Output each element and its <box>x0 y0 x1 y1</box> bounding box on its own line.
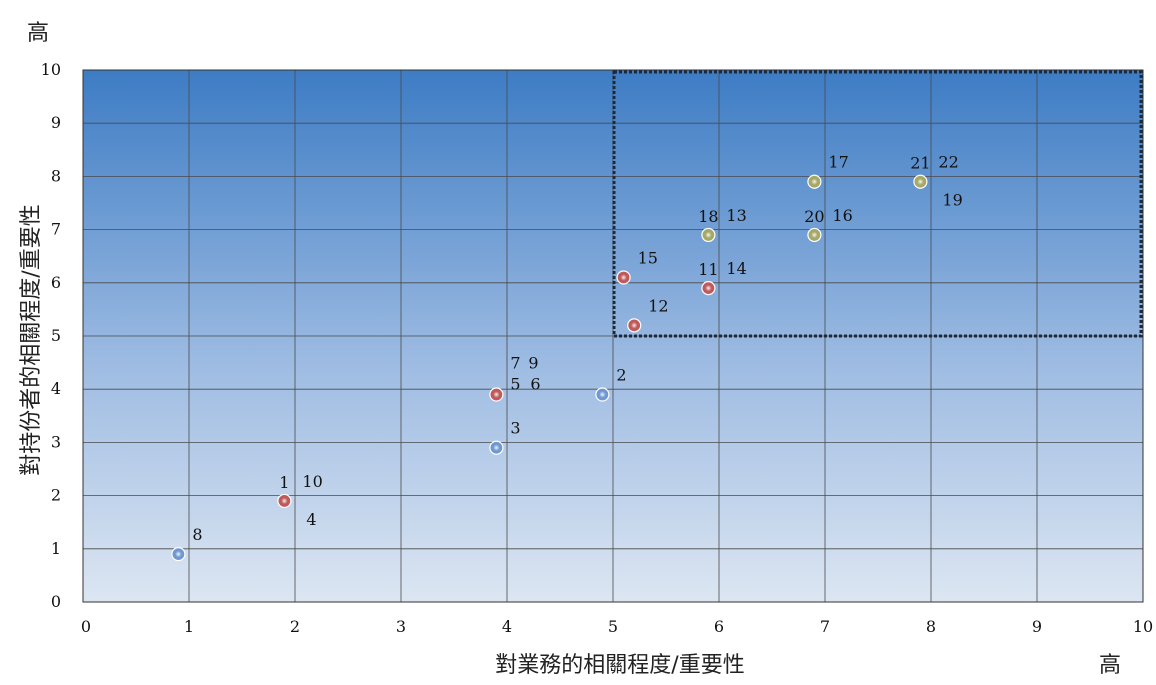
y-axis-high-label: 高 <box>27 21 49 46</box>
y-tick-label: 10 <box>41 60 61 79</box>
data-point: 7 95 6 <box>489 354 541 402</box>
point-label: 5 <box>510 375 520 394</box>
point-label: 6 <box>530 375 540 394</box>
x-tick-label: 0 <box>81 617 91 636</box>
data-point: 8 <box>171 525 203 562</box>
point-highlight <box>705 284 712 292</box>
y-axis-label: 對持份者的相關程度/重要性 <box>19 204 44 475</box>
point-highlight <box>493 391 500 398</box>
point-label: 2 <box>616 366 626 385</box>
point-label: 19 <box>942 191 962 210</box>
x-axis-ticks: 0 1 2 3 4 5 6 7 8 9 10 <box>81 617 1153 636</box>
data-point: 1 10 4 <box>277 472 323 529</box>
point-highlight <box>917 178 924 185</box>
data-point: 11 14 <box>698 259 747 296</box>
x-tick-label: 7 <box>820 617 830 636</box>
point-highlight <box>705 231 712 239</box>
point-label: 7 <box>510 354 520 373</box>
point-label: 17 <box>828 153 848 172</box>
x-tick-label: 10 <box>1133 617 1153 636</box>
y-tick-label: 5 <box>51 326 61 345</box>
data-point: 15 <box>616 248 658 285</box>
point-label: 21 <box>910 154 930 173</box>
y-axis-ticks: 0 1 2 3 4 5 6 7 8 9 10 <box>41 60 61 611</box>
point-label: 15 <box>638 248 658 267</box>
x-axis-label: 對業務的相關程度/重要性 <box>495 653 744 678</box>
point-label: 18 <box>698 207 718 226</box>
point-label: 8 <box>192 525 202 544</box>
highlight-region <box>612 70 1143 338</box>
y-tick-label: 8 <box>51 166 61 185</box>
data-point: 18 13 <box>698 206 747 243</box>
point-highlight <box>811 231 818 239</box>
x-tick-label: 5 <box>608 617 618 636</box>
point-label: 20 <box>804 207 824 226</box>
point-label: 22 <box>938 153 958 172</box>
point-label: 13 <box>726 206 746 225</box>
data-point: 17 <box>807 153 849 189</box>
point-highlight <box>281 497 288 505</box>
data-point: 21 22 19 <box>910 153 963 210</box>
y-tick-label: 9 <box>51 113 61 132</box>
x-tick-label: 3 <box>396 617 406 636</box>
point-label: 12 <box>648 296 668 315</box>
point-label: 9 <box>528 354 538 373</box>
y-tick-label: 6 <box>51 273 61 292</box>
x-tick-label: 8 <box>926 617 936 636</box>
x-tick-label: 2 <box>290 617 300 636</box>
x-tick-label: 4 <box>502 617 512 636</box>
point-label: 11 <box>698 260 718 279</box>
point-highlight <box>493 444 500 451</box>
point-highlight <box>620 274 627 281</box>
point-highlight <box>811 178 818 185</box>
plot-frame <box>82 69 1144 603</box>
point-label: 4 <box>306 510 316 529</box>
data-point: 2 <box>595 366 627 402</box>
y-tick-label: 3 <box>51 432 61 451</box>
point-label: 16 <box>832 206 852 225</box>
point-label: 1 <box>279 473 289 492</box>
data-point: 12 <box>627 296 669 333</box>
x-tick-label: 6 <box>714 617 724 636</box>
point-label: 10 <box>302 472 322 491</box>
y-tick-label: 7 <box>51 220 61 239</box>
data-point: 3 <box>489 419 521 455</box>
point-label: 3 <box>510 419 520 438</box>
x-axis-high-label: 高 <box>1099 653 1121 678</box>
point-highlight <box>631 322 638 329</box>
x-tick-label: 9 <box>1032 617 1042 636</box>
point-highlight <box>175 550 182 558</box>
data-point: 20 16 <box>804 206 853 243</box>
point-highlight <box>599 391 606 398</box>
point-label: 14 <box>726 259 746 278</box>
y-tick-label: 1 <box>51 539 61 558</box>
y-tick-label: 2 <box>51 486 61 505</box>
x-tick-label: 1 <box>184 617 194 636</box>
y-tick-label: 0 <box>51 592 61 611</box>
y-tick-label: 4 <box>51 379 61 398</box>
